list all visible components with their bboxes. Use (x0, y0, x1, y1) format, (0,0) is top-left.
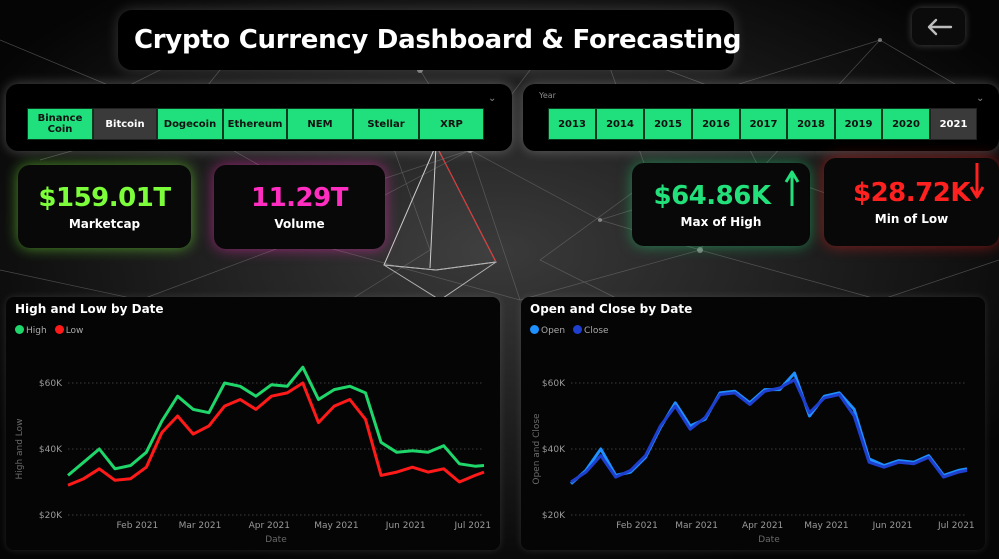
coin-button-stellar[interactable]: Stellar (353, 108, 419, 140)
x-tick-label: Apr 2021 (742, 521, 783, 531)
back-button[interactable] (912, 8, 965, 45)
ethereum-crystal-graphic (383, 143, 497, 301)
series-line-low[interactable] (67, 381, 485, 487)
arrow-down-icon (969, 163, 985, 199)
kpi-value: $64.86K (653, 180, 771, 211)
legend-label-close: Close (584, 326, 609, 336)
high-low-chart: $20K $40K $60K Feb 2021 Mar 2021 Apr 2021 May … (6, 297, 500, 550)
y-tick-label: $60K (542, 379, 566, 389)
legend-item-low[interactable]: Low (54, 325, 84, 336)
arrow-up-icon (784, 170, 800, 206)
year-button-2015[interactable]: 2015 (644, 108, 692, 140)
y-tick-label: $40K (39, 445, 63, 455)
year-button-2014[interactable]: 2014 (596, 108, 644, 140)
x-tick-label: May 2021 (804, 521, 848, 531)
y-axis-title: High and Low (15, 418, 25, 479)
chart-title: High and Low by Date (15, 302, 164, 316)
x-tick-label: Jun 2021 (385, 521, 426, 531)
x-tick-label: Mar 2021 (675, 521, 718, 531)
legend-dot-close (573, 325, 583, 334)
kpi-card-min-low: $28.72K Min of Low (824, 158, 999, 246)
year-slicer-title: Year (539, 91, 556, 100)
coin-button-dogecoin[interactable]: Dogecoin (157, 108, 223, 140)
y-tick-label: $20K (39, 511, 63, 521)
kpi-value: $28.72K (853, 178, 970, 208)
x-tick-label: May 2021 (314, 521, 358, 531)
page-title: Crypto Currency Dashboard & Forecasting (134, 25, 742, 55)
x-axis-title: Date (758, 535, 780, 545)
series-line-high[interactable] (67, 365, 485, 477)
legend-item-close[interactable]: Close (573, 325, 609, 336)
coin-slicer: ⌄ Binance Coin Bitcoin Dogecoin Ethereum… (6, 84, 512, 151)
kpi-card-max-high: $64.86K Max of High (632, 163, 810, 246)
coin-button-binance-coin[interactable]: Binance Coin (27, 108, 93, 140)
kpi-value: 11.29T (251, 183, 348, 213)
year-button-2017[interactable]: 2017 (740, 108, 787, 140)
y-tick-label: $60K (39, 379, 63, 389)
year-button-2013[interactable]: 2013 (548, 108, 596, 140)
chart-title: Open and Close by Date (530, 302, 693, 316)
kpi-label: Min of Low (874, 212, 949, 226)
coin-button-ethereum[interactable]: Ethereum (223, 108, 287, 140)
year-slicer: Year ⌄ 2013 2014 2015 2016 2017 2018 201… (523, 84, 999, 151)
chevron-down-icon[interactable]: ⌄ (488, 93, 497, 104)
kpi-label: Max of High (680, 214, 762, 229)
legend-item-open[interactable]: Open (530, 325, 565, 336)
legend-dot-high (15, 325, 24, 334)
x-tick-label: Jun 2021 (872, 521, 913, 531)
chart-legend: High Low (15, 325, 83, 336)
x-axis-title: Date (265, 535, 287, 545)
year-button-group: 2013 2014 2015 2016 2017 2018 2019 2020 … (548, 108, 977, 142)
y-tick-label: $20K (542, 511, 566, 521)
open-close-chart-plot: $20K $40K $60K Feb 2021 Mar 2021 Apr 2021 May … (532, 371, 975, 545)
kpi-label: Marketcap (68, 216, 141, 231)
x-tick-label: Feb 2021 (616, 521, 658, 531)
legend-dot-open (530, 325, 539, 334)
year-button-2020[interactable]: 2020 (882, 108, 930, 140)
legend-label-low: Low (65, 326, 84, 336)
x-tick-label: Feb 2021 (116, 521, 158, 531)
year-button-2021[interactable]: 2021 (930, 108, 977, 140)
y-axis-title: Open and Close (532, 413, 542, 485)
year-button-2019[interactable]: 2019 (835, 108, 882, 140)
coin-button-group: Binance Coin Bitcoin Dogecoin Ethereum N… (27, 108, 484, 142)
kpi-value: $159.01T (38, 182, 171, 213)
high-low-chart-plot: $20K $40K $60K Feb 2021 Mar 2021 Apr 2021 May … (15, 365, 492, 545)
kpi-card-volume: 11.29T Volume (214, 165, 385, 249)
x-tick-label: Jul 2021 (937, 521, 975, 531)
kpi-card-marketcap: $159.01T Marketcap (18, 165, 191, 248)
legend-dot-low (54, 325, 64, 334)
chart-legend: Open Close (530, 325, 609, 336)
title-banner: Crypto Currency Dashboard & Forecasting (118, 10, 741, 70)
kpi-label: Volume (274, 217, 325, 231)
y-tick-label: $40K (542, 445, 566, 455)
legend-label-open: Open (541, 326, 566, 336)
coin-button-nem[interactable]: NEM (287, 108, 353, 140)
open-close-chart: $20K $40K $60K Feb 2021 Mar 2021 Apr 2021 May … (521, 297, 985, 550)
series-line-close[interactable] (570, 378, 968, 484)
year-button-2018[interactable]: 2018 (787, 108, 835, 140)
legend-label-high: High (26, 326, 47, 336)
chevron-down-icon[interactable]: ⌄ (976, 93, 985, 104)
legend-item-high[interactable]: High (15, 325, 47, 336)
coin-button-bitcoin[interactable]: Bitcoin (93, 108, 157, 140)
year-button-2016[interactable]: 2016 (692, 108, 740, 140)
x-tick-label: Apr 2021 (249, 521, 290, 531)
x-tick-label: Mar 2021 (179, 521, 222, 531)
x-tick-label: Jul 2021 (454, 521, 492, 531)
coin-button-xrp[interactable]: XRP (419, 108, 484, 140)
arrow-left-icon (927, 18, 952, 35)
